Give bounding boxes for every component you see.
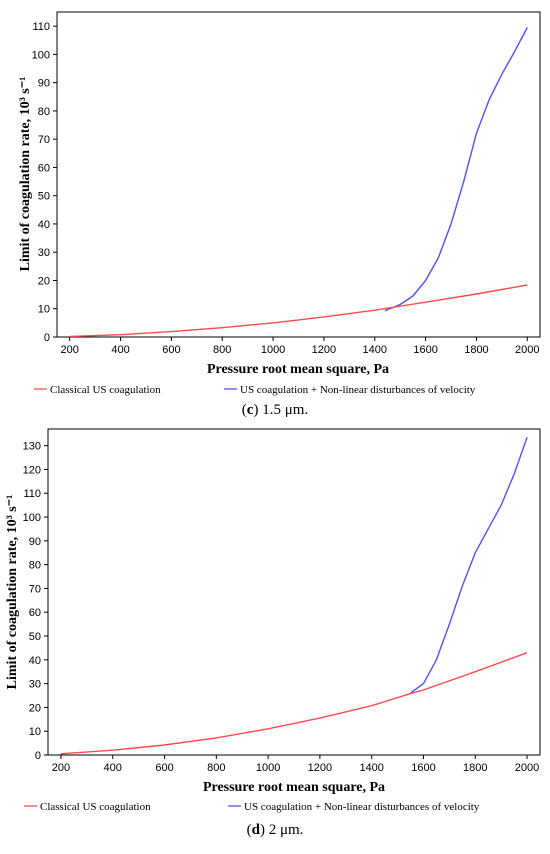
- x-tick-label-d: 2000: [515, 762, 539, 774]
- caption-label-d: d: [252, 822, 261, 838]
- y-axis-label-d: Limit of coagulation rate, 10³ s⁻¹: [5, 495, 20, 690]
- y-tick-label-c: 80: [38, 106, 50, 118]
- x-tick-label-c: 1400: [363, 344, 387, 356]
- legend-d: Classical US coagulation US coagulation …: [24, 801, 480, 813]
- y-tick-label-d: 80: [29, 560, 41, 572]
- y-tick-label-c: 10: [38, 304, 50, 316]
- y-axis-label-c: Limit of coagulation rate, 10³ s⁻¹: [18, 77, 33, 272]
- x-tick-label-c: 2000: [515, 344, 539, 356]
- series-line-classical-c: [69, 284, 528, 338]
- caption-c: (c) 1.5 μm.: [242, 402, 308, 418]
- y-tick-label-d: 90: [29, 536, 41, 548]
- y-tick-label-d: 10: [29, 726, 41, 738]
- x-tick-label-c: 1600: [413, 344, 437, 356]
- y-tick-label-d: 40: [29, 655, 41, 667]
- x-ticks-d: 200 400 600 800 1000 1200 1400 1600 1800 2000: [52, 755, 539, 774]
- x-tick-label-d: 400: [104, 762, 122, 774]
- chart-d: 200 400 600 800 1000 1200 1400 1600 1800 2000 0 10…: [5, 428, 541, 838]
- y-tick-label-d: 70: [29, 583, 41, 595]
- x-ticks-c: 200 400 600 800 1000 1200 1400 1600 1800 2000: [61, 337, 540, 356]
- x-axis-label-d: Pressure root mean square, Pa: [203, 780, 385, 795]
- x-tick-label-d: 800: [207, 762, 225, 774]
- plot-frame-c: [56, 11, 541, 338]
- x-axis-label-c: Pressure root mean square, Pa: [207, 362, 389, 377]
- y-tick-label-c: 100: [32, 49, 50, 61]
- legend-label-nonlinear-d: US coagulation + Non-linear disturbances…: [244, 801, 480, 813]
- x-tick-label-d: 1600: [411, 762, 435, 774]
- x-tick-label-c: 800: [213, 344, 231, 356]
- x-tick-label-c: 600: [162, 344, 180, 356]
- series-line-nonlinear-d: [410, 437, 528, 694]
- y-tick-label-c: 30: [38, 247, 50, 259]
- y-tick-label-d: 20: [29, 702, 41, 714]
- x-tick-label-d: 200: [52, 762, 70, 774]
- y-tick-label-c: 70: [38, 134, 50, 146]
- y-tick-label-c: 50: [38, 191, 50, 203]
- x-tick-label-d: 1200: [308, 762, 332, 774]
- y-tick-label-c: 0: [44, 332, 50, 344]
- y-tick-label-d: 0: [35, 750, 41, 762]
- y-ticks-c: 0 10 20 30 40 50 60 70 80 90 100 110: [32, 21, 57, 344]
- y-tick-label-d: 60: [29, 607, 41, 619]
- series-line-classical-d: [60, 652, 528, 755]
- caption-text-c: 1.5 μm.: [262, 402, 308, 418]
- y-tick-label-c: 20: [38, 275, 50, 287]
- y-ticks-d: 0 10 20 30 40 50 60 70 80 90 100 110 120 130: [23, 441, 48, 762]
- legend-c: Classical US coagulation US coagulation …: [34, 384, 476, 396]
- x-tick-label-d: 600: [155, 762, 173, 774]
- legend-label-nonlinear-c: US coagulation + Non-linear disturbances…: [240, 384, 476, 396]
- plot-frame-d: [47, 428, 541, 756]
- y-tick-label-c: 40: [38, 219, 50, 231]
- chart-c: 200 400 600 800 1000 1200 1400 1600 1800 2000 0 10…: [18, 11, 541, 418]
- caption-text-d: 2 μm.: [269, 822, 304, 838]
- x-tick-label-c: 1000: [261, 344, 285, 356]
- y-tick-label-d: 130: [23, 441, 41, 453]
- x-tick-label-c: 1200: [312, 344, 336, 356]
- y-tick-label-c: 110: [32, 21, 50, 33]
- y-tick-label-c: 90: [38, 78, 50, 90]
- x-tick-label-d: 1400: [359, 762, 383, 774]
- series-line-nonlinear-c: [384, 27, 528, 312]
- y-tick-label-d: 120: [23, 464, 41, 476]
- y-tick-label-d: 30: [29, 679, 41, 691]
- y-tick-label-d: 50: [29, 631, 41, 643]
- series-d: [60, 437, 528, 755]
- x-tick-label-c: 1800: [464, 344, 488, 356]
- y-tick-label-d: 100: [23, 512, 41, 524]
- y-tick-label-d: 110: [23, 488, 41, 500]
- series-c: [69, 27, 528, 338]
- x-tick-label-c: 200: [61, 344, 79, 356]
- x-tick-label-d: 1800: [463, 762, 487, 774]
- legend-label-classical-c: Classical US coagulation: [50, 384, 161, 396]
- legend-label-classical-d: Classical US coagulation: [40, 801, 151, 813]
- x-tick-label-c: 400: [111, 344, 129, 356]
- caption-d: (d) 2 μm.: [247, 822, 304, 838]
- caption-label-c: c: [247, 402, 254, 418]
- y-tick-label-c: 60: [38, 162, 50, 174]
- x-tick-label-d: 1000: [256, 762, 280, 774]
